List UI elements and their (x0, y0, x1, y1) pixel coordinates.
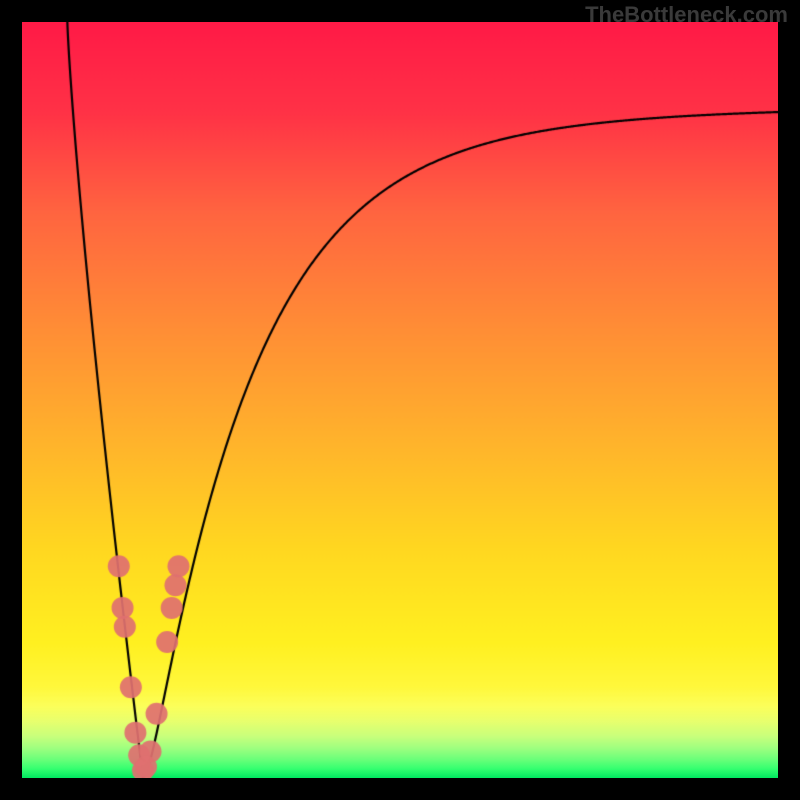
bottleneck-curve (22, 22, 778, 778)
watermark-text: TheBottleneck.com (585, 2, 788, 28)
plot-area (22, 22, 778, 778)
chart-frame: TheBottleneck.com (0, 0, 800, 800)
